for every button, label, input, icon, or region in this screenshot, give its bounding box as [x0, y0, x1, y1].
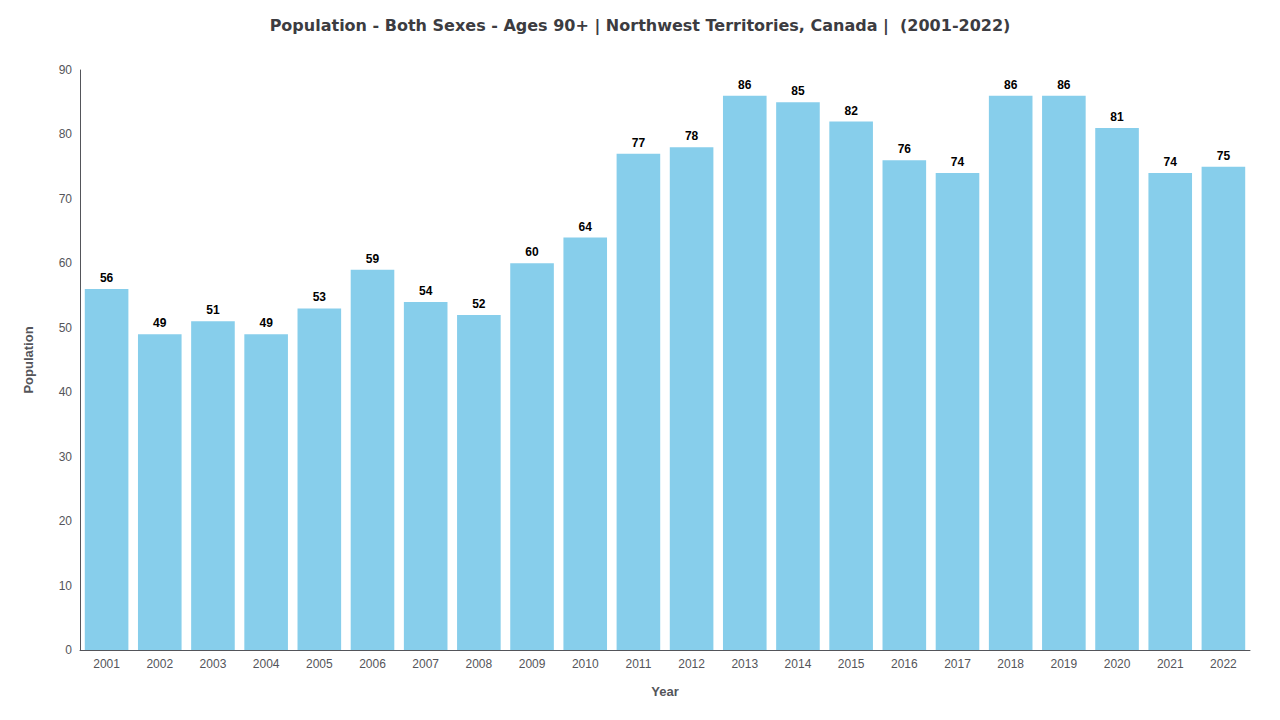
svg-text:2009: 2009: [519, 657, 546, 671]
svg-text:77: 77: [632, 136, 646, 150]
svg-text:40: 40: [59, 385, 73, 399]
svg-text:81: 81: [1110, 110, 1124, 124]
svg-text:50: 50: [59, 321, 73, 335]
svg-text:2019: 2019: [1051, 657, 1078, 671]
svg-text:49: 49: [259, 316, 273, 330]
svg-text:2004: 2004: [253, 657, 280, 671]
svg-text:60: 60: [59, 256, 73, 270]
svg-text:80: 80: [59, 127, 73, 141]
svg-text:90: 90: [59, 63, 73, 77]
svg-text:85: 85: [791, 84, 805, 98]
svg-text:2022: 2022: [1210, 657, 1237, 671]
svg-text:60: 60: [525, 245, 539, 259]
svg-text:54: 54: [419, 284, 433, 298]
svg-text:Year: Year: [651, 684, 678, 699]
svg-text:2011: 2011: [626, 657, 652, 671]
svg-text:59: 59: [366, 252, 380, 266]
svg-text:2018: 2018: [997, 657, 1024, 671]
svg-text:2021: 2021: [1157, 657, 1184, 671]
svg-text:10: 10: [59, 579, 73, 593]
svg-text:70: 70: [59, 192, 73, 206]
svg-text:76: 76: [898, 142, 912, 156]
svg-text:20: 20: [59, 514, 73, 528]
svg-text:82: 82: [844, 104, 858, 118]
svg-text:2007: 2007: [412, 657, 439, 671]
svg-text:2013: 2013: [731, 657, 758, 671]
svg-text:86: 86: [1057, 78, 1071, 92]
svg-text:30: 30: [59, 450, 73, 464]
svg-text:86: 86: [738, 78, 752, 92]
svg-text:74: 74: [1164, 155, 1178, 169]
svg-text:Population: Population: [21, 326, 36, 393]
svg-text:74: 74: [951, 155, 965, 169]
svg-text:86: 86: [1004, 78, 1018, 92]
svg-text:53: 53: [313, 290, 327, 304]
svg-text:64: 64: [579, 220, 593, 234]
svg-text:2016: 2016: [891, 657, 918, 671]
svg-text:Population - Both Sexes - Ages: Population - Both Sexes - Ages 90+ | Nor…: [270, 16, 1011, 36]
svg-text:51: 51: [206, 303, 220, 317]
svg-text:2002: 2002: [146, 657, 173, 671]
svg-text:2001: 2001: [93, 657, 120, 671]
svg-text:2005: 2005: [306, 657, 333, 671]
svg-text:0: 0: [65, 643, 72, 657]
svg-text:2010: 2010: [572, 657, 599, 671]
svg-text:2014: 2014: [785, 657, 812, 671]
svg-text:2003: 2003: [200, 657, 227, 671]
svg-text:2017: 2017: [944, 657, 971, 671]
svg-text:52: 52: [472, 297, 486, 311]
svg-text:2012: 2012: [678, 657, 705, 671]
svg-text:2015: 2015: [838, 657, 865, 671]
svg-text:75: 75: [1217, 149, 1231, 163]
svg-text:2008: 2008: [466, 657, 493, 671]
svg-text:49: 49: [153, 316, 167, 330]
svg-text:78: 78: [685, 129, 699, 143]
svg-text:2020: 2020: [1104, 657, 1131, 671]
svg-text:56: 56: [100, 271, 114, 285]
svg-text:2006: 2006: [359, 657, 386, 671]
